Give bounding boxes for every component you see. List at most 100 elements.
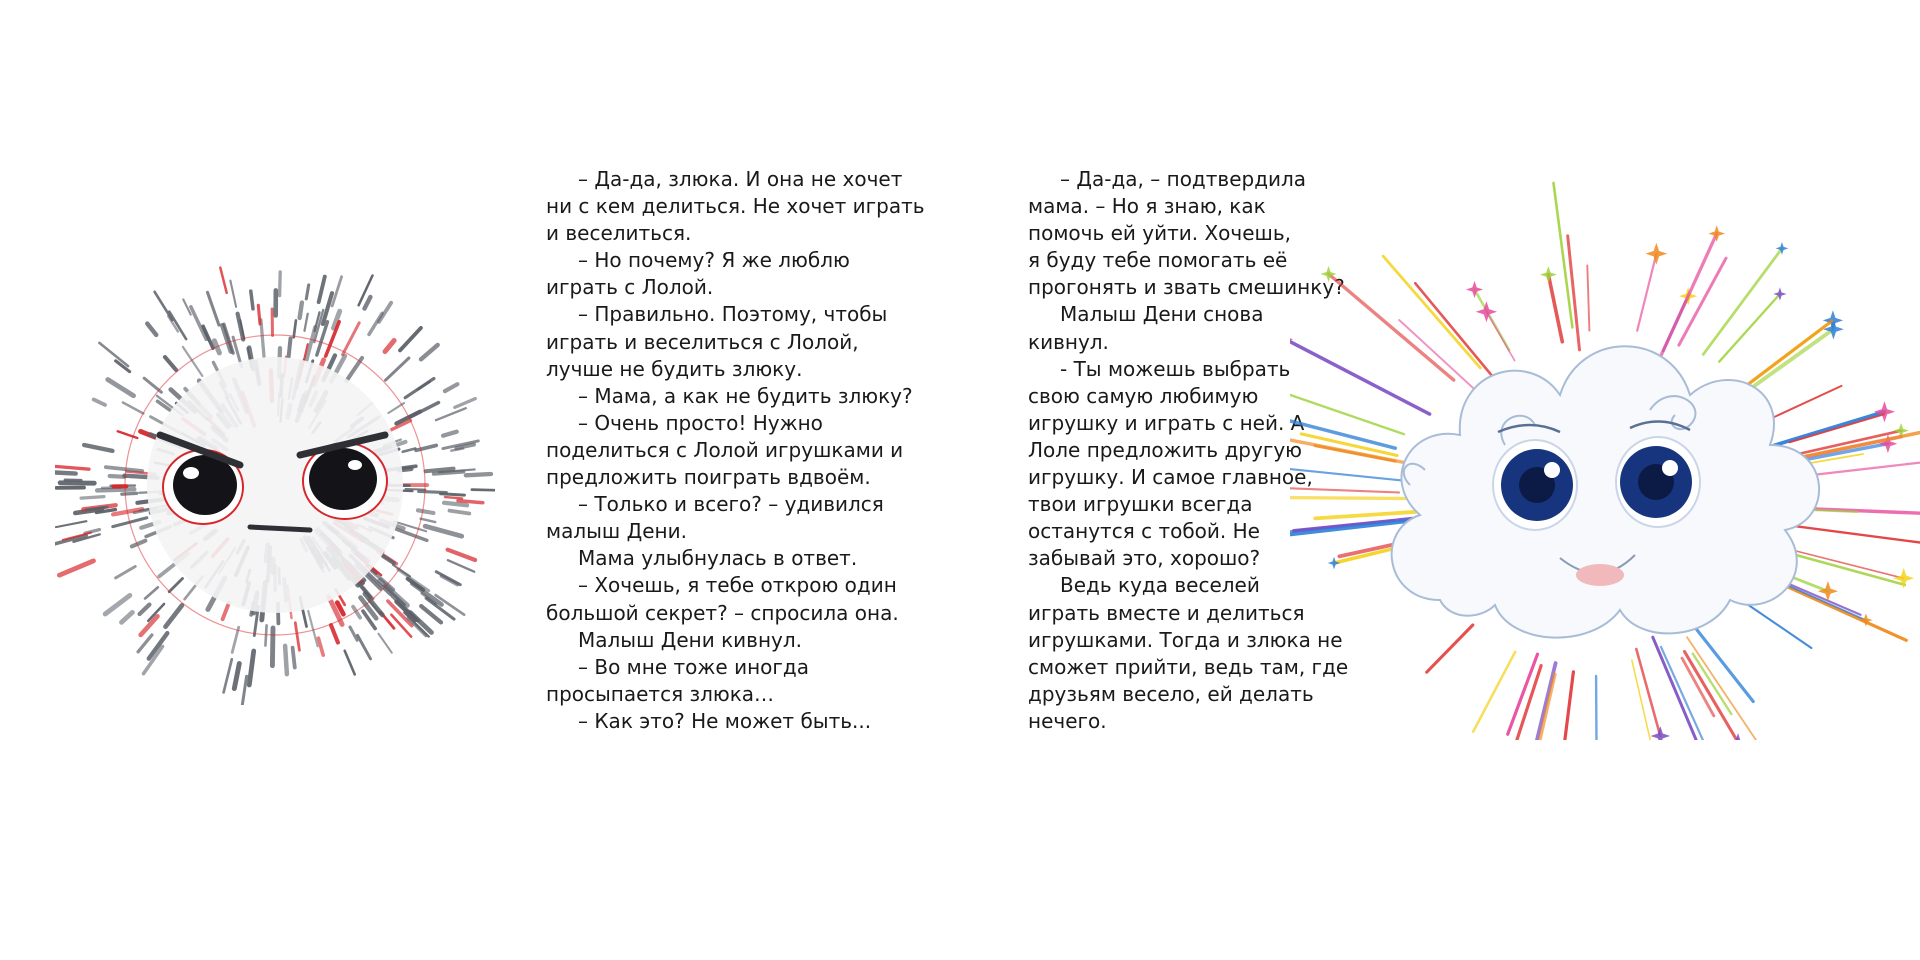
sparkle-ray (1485, 310, 1516, 362)
cloud-body (1390, 345, 1820, 639)
sparkle-ray (1651, 635, 1698, 740)
text-line: играть с Лолой. (546, 275, 714, 300)
spike-stroke (434, 593, 466, 617)
spike-stroke (447, 508, 472, 516)
spike-stroke (229, 279, 238, 308)
spike-stroke (145, 321, 159, 338)
sparkle-ray (1515, 664, 1543, 740)
spike-stroke (79, 495, 106, 500)
text-line: поделиться с Лолой игрушками и (546, 437, 904, 462)
sparkle-star (1873, 401, 1896, 423)
spike-stroke (380, 553, 396, 566)
sparkle-star (1475, 301, 1498, 323)
spike-stroke (249, 289, 255, 311)
grumpy-ball-illustration (55, 266, 495, 705)
right-eyebrow (296, 431, 389, 459)
text-line: – Во мне тоже иногда (578, 654, 809, 679)
spike-stroke (386, 599, 414, 628)
sparkle-ray (1290, 438, 1411, 465)
sparkle-ray (1292, 515, 1428, 533)
sparkle-ray (1659, 231, 1719, 358)
sparkle-ray (1290, 339, 1432, 416)
spike-stroke (417, 489, 448, 495)
sparkle-ray (1694, 626, 1755, 704)
sparkle-ray (1659, 645, 1705, 740)
spike-stroke (382, 338, 397, 355)
sparkle-ray (1299, 432, 1399, 458)
sparkle-ray (1718, 292, 1782, 363)
spike-stroke (344, 355, 365, 383)
spike-stroke (377, 632, 393, 654)
sparkle-star (1817, 581, 1839, 602)
spike-stroke (419, 517, 437, 524)
sparkle-ray (1775, 522, 1920, 544)
sparkle-ray (1398, 319, 1477, 392)
spike-stroke (419, 604, 444, 625)
spike-stroke (361, 609, 377, 631)
spike-stroke (390, 613, 413, 638)
spike-stroke (181, 345, 204, 378)
text-line: – Только и всего? – удивился (578, 492, 884, 517)
spike-stroke (167, 577, 184, 594)
sparkle-star (1708, 225, 1726, 242)
sparkle-rays (1290, 181, 1920, 740)
text-line: предложить поиграть вдвоём. (546, 465, 871, 490)
text-line: большой секрет? – спросила она. (546, 600, 899, 625)
spike-stroke (320, 291, 335, 326)
spike-stroke (414, 443, 439, 453)
sparkle-ray (1563, 670, 1575, 740)
spike-stroke (259, 318, 266, 359)
spike-stroke (463, 471, 494, 478)
spike-stroke (107, 473, 127, 479)
spike-stroke (103, 465, 145, 473)
spike-stroke (91, 397, 107, 407)
sparkle-ray (1772, 409, 1887, 448)
text-line: мама. – Но я знаю, как (1028, 194, 1266, 219)
spike-stroke (450, 447, 465, 452)
spike-stroke (72, 533, 101, 543)
text-line: друзьям весело, ей делать (1028, 681, 1314, 706)
spike-stroke (136, 633, 154, 654)
spike-stroke (94, 487, 137, 493)
text-line: прогонять и звать смешинку? (1028, 275, 1345, 300)
spike-stroke (415, 508, 436, 516)
spike-stroke (404, 488, 427, 491)
spike-stroke (351, 604, 363, 620)
spike-stroke (205, 290, 221, 327)
left-eyebrow (156, 431, 244, 469)
sparkle-star (1465, 280, 1484, 299)
spike-stroke (297, 300, 305, 321)
text-line: Малыш Дени снова (1060, 302, 1264, 327)
text-line: сможет прийти, ведь там, где (1028, 654, 1349, 679)
spike-stroke (220, 600, 232, 622)
spike-stroke (362, 567, 393, 597)
spike-stroke (256, 303, 262, 326)
cloud-curl-top (1649, 395, 1697, 431)
right-eye (309, 448, 377, 510)
left-pupil (1519, 467, 1555, 503)
text-line: твои игрушки всегда (1028, 492, 1253, 517)
spike-stroke (116, 430, 139, 440)
spike-stroke (264, 623, 268, 647)
spike-stroke (384, 356, 411, 382)
text-line: Лоле предложить другую (1028, 437, 1302, 462)
text-line: малыш Дени. (546, 519, 687, 544)
spike-stroke (146, 631, 170, 661)
sparkle-ray (1290, 419, 1398, 450)
sparkle-ray (1739, 319, 1834, 392)
spike-stroke (304, 325, 318, 363)
smile-lips (1576, 564, 1624, 586)
sparkle-star (1327, 556, 1341, 570)
smiling-cloud-illustration (1290, 181, 1920, 740)
spike-stroke (313, 308, 325, 344)
spike-stroke (137, 602, 152, 617)
sparkle-star (1735, 733, 1741, 740)
spike-stroke (442, 382, 460, 394)
text-line: играть и веселиться с Лолой, (546, 329, 859, 354)
sparkle-ray (1774, 579, 1908, 642)
sparkle-ray (1471, 650, 1517, 733)
sparkle-ray (1636, 252, 1658, 332)
cloud-curl-left (1500, 414, 1536, 446)
spike-stroke (470, 488, 495, 492)
sparkle-star (1773, 287, 1787, 301)
